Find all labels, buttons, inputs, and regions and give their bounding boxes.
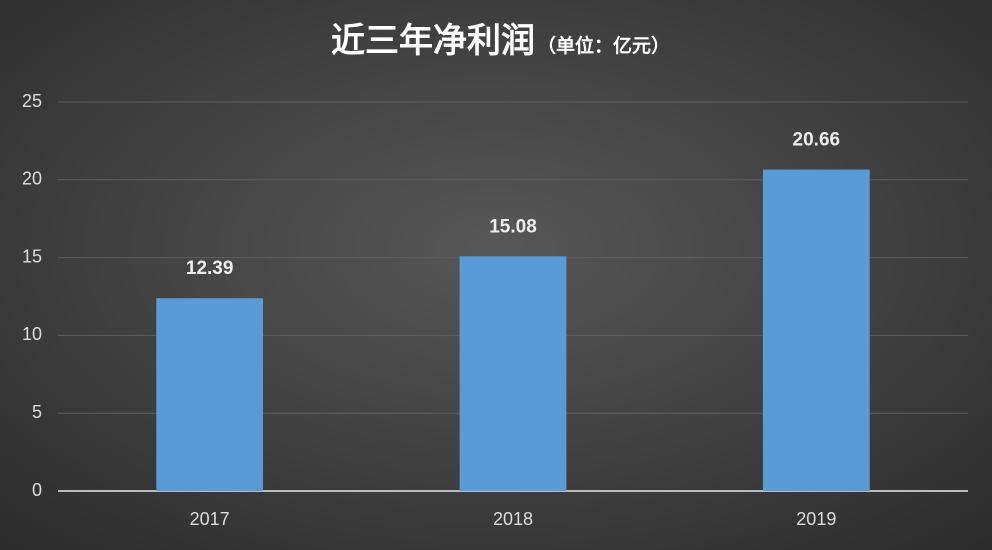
data-label: 12.39: [186, 258, 234, 279]
y-tick-label: 5: [32, 402, 42, 422]
data-label: 15.08: [489, 216, 537, 237]
bar: [156, 298, 264, 491]
y-tick-label: 0: [32, 480, 42, 500]
data-label: 20.66: [793, 130, 841, 151]
x-tick-label: 2019: [796, 509, 836, 529]
bar: [459, 256, 567, 491]
y-tick-label: 25: [22, 91, 42, 111]
y-tick-label: 15: [22, 246, 42, 266]
chart-subtitle: （单位：亿元）: [537, 34, 670, 57]
y-tick-label: 20: [22, 169, 42, 189]
chart-title: 近三年净利润: [331, 22, 535, 60]
y-tick-label: 10: [22, 324, 42, 344]
x-tick-label: 2018: [493, 509, 533, 529]
x-tick-label: 2017: [190, 509, 230, 529]
bar: [762, 169, 870, 491]
